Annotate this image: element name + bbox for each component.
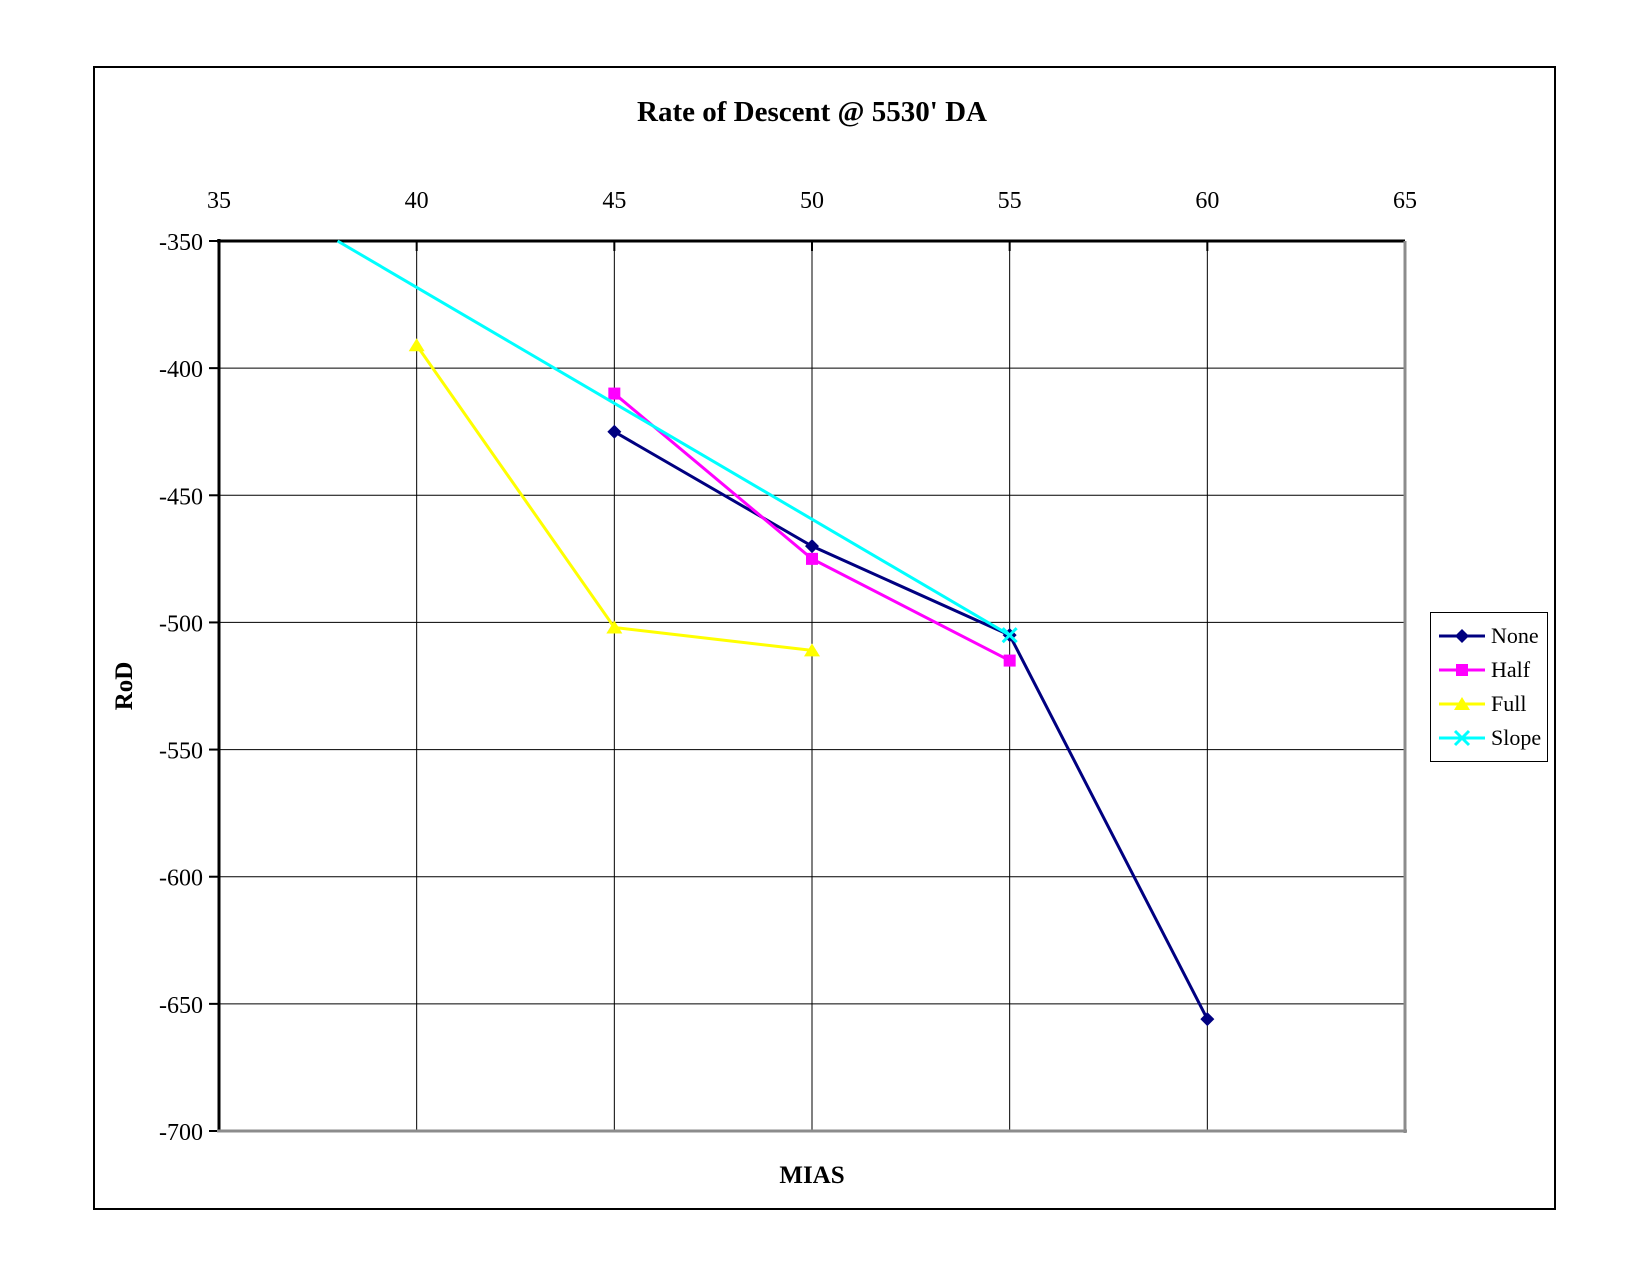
marker-full xyxy=(408,338,425,352)
chart-border xyxy=(93,66,1556,1210)
x-tick-label: 35 xyxy=(207,188,231,214)
legend-marker-none-icon xyxy=(1439,629,1485,643)
marker-none xyxy=(607,424,622,439)
y-tick-label: -600 xyxy=(159,866,203,892)
legend-item-none: None xyxy=(1438,625,1547,647)
x-tick-label: 45 xyxy=(602,188,626,214)
marker-none xyxy=(1200,1012,1215,1027)
y-tick-label: -500 xyxy=(159,611,203,637)
legend-item-half: Half xyxy=(1438,659,1547,681)
x-tick-label: 60 xyxy=(1195,188,1219,214)
marker-half xyxy=(1003,654,1016,667)
y-tick-label: -700 xyxy=(159,1120,203,1146)
legend-marker-full-icon xyxy=(1439,697,1485,710)
y-axis-title: RoD xyxy=(111,661,138,711)
y-tick-label: -400 xyxy=(159,357,203,383)
legend: None Half Full Slope xyxy=(1430,612,1548,762)
legend-item-slope: Slope xyxy=(1438,727,1547,749)
marker-none xyxy=(805,539,819,554)
x-tick-label: 50 xyxy=(800,188,824,214)
chart-title: Rate of Descent @ 5530' DA xyxy=(637,96,987,128)
legend-label: Slope xyxy=(1491,725,1542,750)
legend-label: Half xyxy=(1491,657,1531,682)
marker-half xyxy=(806,552,818,565)
marker-half xyxy=(608,387,621,400)
legend-marker-half-icon xyxy=(1439,664,1485,676)
legend-item-full: Full xyxy=(1438,693,1547,715)
marker-full xyxy=(804,643,820,657)
x-tick-label: 65 xyxy=(1393,188,1417,214)
x-tick-label: 55 xyxy=(998,188,1022,214)
marker-full xyxy=(606,620,623,634)
y-tick-label: -650 xyxy=(159,993,203,1019)
y-tick-label: -450 xyxy=(159,484,203,510)
x-tick-label: 40 xyxy=(405,188,429,214)
legend-label: None xyxy=(1491,623,1539,648)
marker-slope xyxy=(1001,627,1018,644)
legend-label: Full xyxy=(1491,691,1527,716)
series-line-slope xyxy=(336,239,1011,637)
legend-marker-slope-icon xyxy=(1439,729,1485,747)
series-line-none xyxy=(613,430,1209,1020)
y-tick-label: -350 xyxy=(159,230,203,256)
y-tick-label: -550 xyxy=(159,739,203,765)
x-axis-title: MIAS xyxy=(779,1162,845,1189)
